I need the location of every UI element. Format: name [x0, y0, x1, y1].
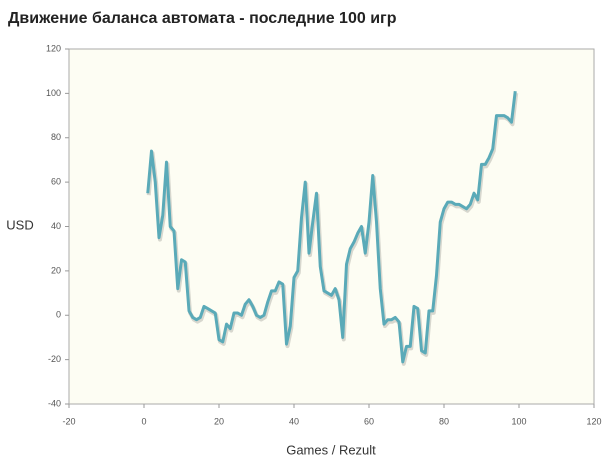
- y-tick-label: 40: [51, 221, 61, 231]
- x-tick-label: 40: [289, 416, 299, 426]
- y-tick-label: 0: [56, 310, 61, 320]
- x-tick-label: 100: [511, 416, 526, 426]
- y-tick-label: 100: [46, 88, 61, 98]
- y-tick-label: 20: [51, 265, 61, 275]
- x-tick-label: 120: [586, 416, 601, 426]
- y-tick-label: 120: [46, 43, 61, 53]
- y-tick-label: 60: [51, 177, 61, 187]
- x-tick-label: 0: [141, 416, 146, 426]
- y-tick-label: 80: [51, 132, 61, 142]
- x-axis-label: Games / Rezult: [286, 442, 376, 457]
- x-tick-label: 80: [439, 416, 449, 426]
- x-tick-label: 60: [364, 416, 374, 426]
- chart-title: Движение баланса автомата - последние 10…: [8, 10, 397, 27]
- y-axis-label: USD: [6, 217, 33, 232]
- data-line: [146, 90, 517, 364]
- x-tick-label: 20: [214, 416, 224, 426]
- y-tick-label: -40: [48, 398, 61, 408]
- x-tick-label: -20: [62, 416, 75, 426]
- y-tick-label: -20: [48, 354, 61, 364]
- plot-area: [68, 48, 595, 405]
